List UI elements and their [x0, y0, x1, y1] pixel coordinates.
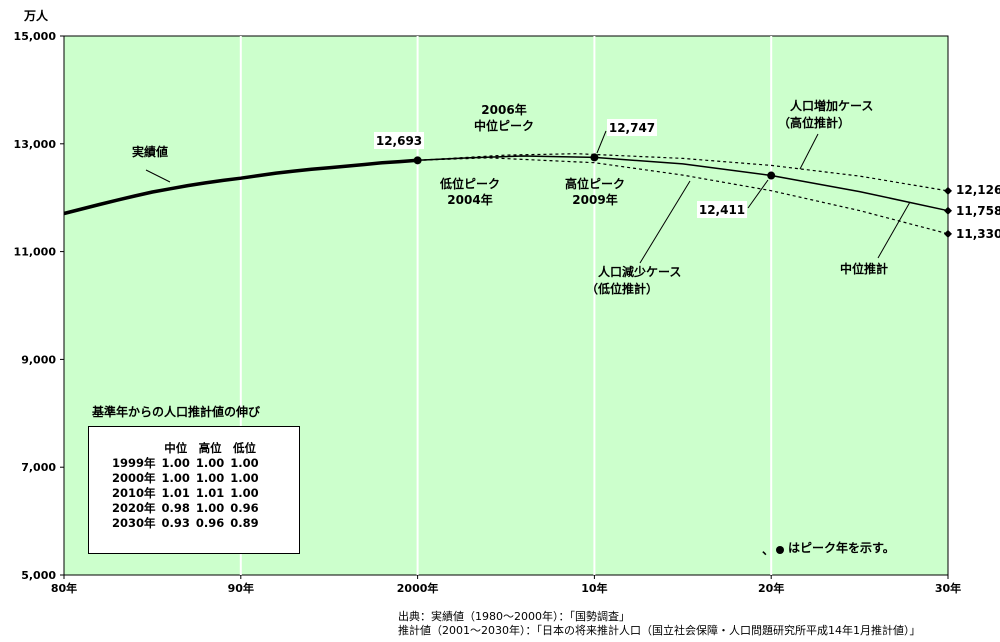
table-cell: 1.00 — [161, 471, 190, 485]
growth-table: 中位 高位 低位 1999年 1.00 1.00 1.00 2000年 1.00… — [109, 441, 262, 531]
table-cell: 0.96 — [195, 516, 225, 530]
table-cell: 0.93 — [161, 516, 190, 530]
annotation-low-case: 人口減少ケース — [598, 264, 681, 279]
table-header: 中位 — [164, 441, 188, 455]
table-cell: 1.00 — [230, 456, 259, 470]
table-row: 1999年 1.00 1.00 1.00 — [109, 456, 262, 471]
table-cell: 1.00 — [230, 486, 259, 500]
annotation-chui-peak: 中位ピーク — [474, 118, 534, 133]
end-marker — [944, 186, 952, 195]
source-line-1: 出典：実績値（1980～2000年）：「国勢調査」 — [398, 609, 630, 623]
annotation-chui-peak-year: 2006年 — [481, 102, 526, 117]
table-cell: 2000年 — [112, 471, 156, 485]
x-tick-label: 20年 — [758, 581, 784, 595]
annotation-tei-peak-year: 2004年 — [447, 192, 492, 207]
series-line — [417, 155, 949, 212]
table-cell: 1.00 — [195, 471, 225, 485]
data-label-2030-low: 11,330 — [956, 227, 1000, 241]
table-cell: 1.00 — [195, 501, 225, 515]
leader-2020 — [747, 179, 769, 209]
data-label-2020: 12,411 — [699, 203, 745, 217]
end-marker — [944, 206, 952, 215]
peak-note-marker — [776, 546, 784, 554]
x-tick-label: 10年 — [581, 581, 607, 595]
peak-marker — [767, 171, 776, 180]
peak-note-prefix: 、 — [762, 543, 774, 557]
table-cell: 2010年 — [112, 486, 156, 500]
table-cell: 2030年 — [112, 516, 156, 530]
annotation-koi-peak-year: 2009年 — [572, 192, 617, 207]
data-label-2030-mid: 11,758 — [956, 204, 1000, 218]
growth-table-box: 中位 高位 低位 1999年 1.00 1.00 1.00 2000年 1.00… — [88, 426, 300, 554]
y-tick-label: 9,000 — [21, 353, 56, 366]
label-box-2000 — [374, 132, 424, 149]
peak-note: はピーク年を示す。 — [788, 540, 895, 555]
peak-marker — [590, 153, 599, 162]
x-tick-label: 90年 — [228, 581, 254, 595]
growth-table-title: 基準年からの人口推計値の伸び — [92, 405, 261, 419]
x-tick-label: 2000年 — [397, 581, 439, 595]
table-cell: 1.01 — [161, 486, 190, 500]
table-cell: 1.01 — [195, 486, 225, 500]
series-line — [417, 153, 949, 192]
annotation-jisseki: 実績値 — [132, 144, 168, 159]
table-header: 低位 — [232, 441, 256, 455]
end-marker — [944, 229, 952, 238]
leader-low-case — [639, 180, 691, 264]
table-row: 2000年 1.00 1.00 1.00 — [109, 471, 262, 486]
data-label-2010: 12,747 — [609, 121, 655, 135]
leader-chui-suikei — [877, 201, 911, 259]
series-lines — [63, 153, 949, 235]
data-label-2030-high: 12,126 — [956, 183, 1000, 197]
table-header — [109, 441, 159, 456]
table-header: 高位 — [198, 441, 222, 455]
table-cell: 1999年 — [112, 456, 156, 470]
label-box-2020 — [697, 201, 747, 218]
table-cell: 1.00 — [230, 471, 259, 485]
y-tick-label: 7,000 — [21, 461, 56, 474]
y-axis-unit: 万人 — [23, 8, 49, 23]
leader-2010 — [596, 130, 607, 154]
table-row: 2030年 0.93 0.96 0.89 — [109, 516, 262, 531]
annotation-high-case-sub: （高位推計） — [778, 115, 850, 130]
annotation-tei-peak: 低位ピーク — [439, 176, 500, 191]
annotation-chui-suikei: 中位推計 — [840, 261, 888, 276]
table-cell: 0.98 — [161, 501, 190, 515]
data-markers — [413, 153, 952, 554]
table-cell: 2020年 — [112, 501, 156, 515]
annotation-low-case-sub: （低位推計） — [586, 281, 658, 296]
source-line-2: 推計値（2001～2030年）：「日本の将来推計人口（国立社会保障・人口問題研究… — [398, 623, 920, 637]
table-cell: 0.96 — [230, 501, 259, 515]
y-tick-label: 13,000 — [14, 138, 57, 151]
table-cell: 1.00 — [195, 456, 225, 470]
annotation-high-case: 人口増加ケース — [790, 98, 873, 113]
x-tick-label: 80年 — [51, 581, 77, 595]
table-row: 2010年 1.01 1.01 1.00 — [109, 486, 262, 501]
table-header-row: 中位 高位 低位 — [109, 441, 262, 456]
table-cell: 1.00 — [161, 456, 190, 470]
table-row: 2020年 0.98 1.00 0.96 — [109, 501, 262, 516]
series-line — [63, 158, 418, 216]
label-box-2010 — [607, 119, 657, 136]
table-cell: 0.89 — [230, 516, 259, 530]
y-tick-label: 15,000 — [14, 30, 57, 43]
axis-ticks: 80年 90年 2000年 10年 20年 30年 5,000 7,000 9,000 11,00… — [14, 30, 962, 595]
leader-high-case — [799, 133, 819, 170]
data-label-2000: 12,693 — [376, 134, 422, 148]
annotation-koi-peak: 高位ピーク — [565, 176, 625, 191]
x-tick-label: 30年 — [935, 581, 961, 595]
leader-jisseki — [145, 169, 171, 183]
y-tick-label: 11,000 — [14, 246, 57, 259]
peak-marker — [413, 156, 422, 165]
y-tick-label: 5,000 — [21, 569, 56, 582]
series-line — [417, 157, 949, 235]
